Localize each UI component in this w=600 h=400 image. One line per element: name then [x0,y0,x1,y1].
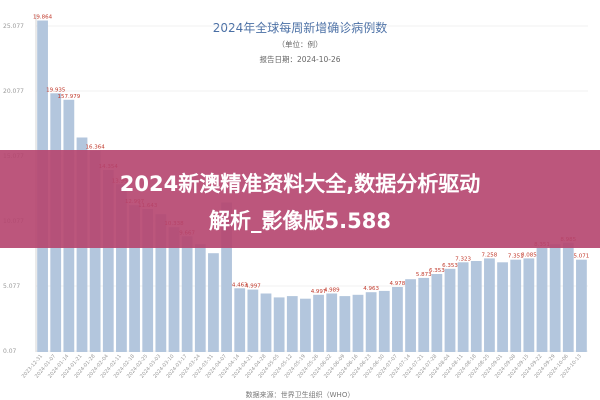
bar [168,227,180,352]
bar [286,296,298,352]
data-label: 4.989 [324,288,340,294]
data-label: 5.873 [416,272,432,278]
bar [129,205,140,352]
bar [142,209,154,352]
bar [392,287,403,352]
report-date: 报告日期：2024-10-26 [259,54,340,64]
bar [221,202,232,352]
data-label: 19.864 [33,15,53,21]
banner-line-2: 解析_影像版5.588 [209,209,391,233]
bar [352,294,364,352]
bar [457,262,469,352]
bar [484,258,495,352]
bar [89,150,101,352]
data-label: 5.071 [574,254,590,260]
bar [339,296,351,352]
data-label: 7.351 [508,254,524,260]
data-label: 6.353 [429,268,445,274]
banner-line-1: 2024新澳精准资料大全,数据分析驱动 [120,172,480,196]
data-label: 4.997 [245,284,261,290]
chart-subtitle: （单位：例） [278,39,323,49]
data-label: 4.463 [232,282,248,288]
data-label: 19.935 [46,87,66,93]
bar [273,297,285,352]
chart-title: 2024年全球每周新增确诊病例数 [213,20,388,35]
watermark: 搜狐号@雪网XueXiao [497,381,589,393]
bar [418,277,430,352]
overlay-banner [0,150,600,248]
data-label: 7.323 [455,256,471,262]
bar [300,298,311,352]
bar [155,214,167,352]
y-tick-label: 20.077 [3,88,24,95]
bar [208,253,219,352]
bar [181,236,193,352]
bar [523,258,535,352]
data-label: 8.085 [521,252,537,258]
bar [116,184,127,352]
bar [326,293,338,352]
bar [247,289,259,352]
bar [365,292,377,352]
bar [234,288,246,352]
y-tick-label: 0.07 [3,348,17,355]
y-tick-label: 5.077 [3,283,20,290]
bar [102,170,114,352]
data-label: 6.353 [442,263,458,269]
bar [562,242,574,352]
data-label: 4.978 [390,281,406,287]
data-label: 157.979 [57,94,80,100]
bar [510,259,522,352]
data-label: 16.364 [86,145,106,151]
bar [194,244,206,352]
bar [313,294,324,352]
bar [378,290,390,352]
bar [444,268,456,352]
bar [470,261,482,352]
bar [405,279,416,352]
bar [536,248,548,352]
data-label: 4.997 [311,289,327,295]
bar [497,262,508,352]
bar [431,274,443,352]
bar [260,293,272,352]
y-tick-label: 25.077 [3,23,24,30]
x-axis: 2023-12-312024-01-072024-01-142024-01-21… [21,353,583,379]
data-source: 数据来源：世界卫生组织（WHO） [246,390,355,399]
data-label: 7.258 [482,252,498,258]
data-label: 4.963 [363,286,379,292]
bar [549,244,561,352]
bar [576,259,587,352]
